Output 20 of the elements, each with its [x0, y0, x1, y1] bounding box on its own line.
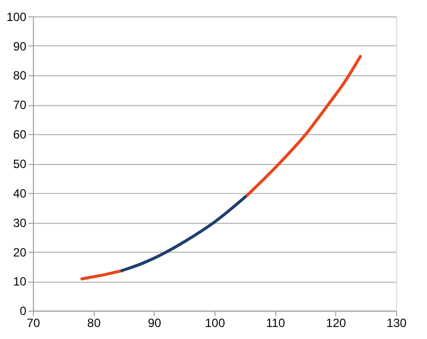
y-tick-label: 40: [13, 186, 27, 200]
y-tick-label: 70: [13, 98, 27, 112]
y-tick-label: 10: [13, 274, 27, 289]
x-tick-label: 120: [326, 316, 346, 330]
y-tick-label: 80: [13, 68, 27, 83]
x-tick-label: 70: [26, 316, 40, 330]
y-tick-label: 100: [6, 10, 27, 24]
y-tick-label: 60: [13, 128, 27, 142]
y-tick-label: 50: [13, 157, 27, 171]
y-tick-label: 90: [13, 39, 27, 54]
x-tick-label: 90: [148, 316, 162, 330]
x-tick-label: 80: [87, 316, 101, 330]
y-tick-label: 0: [20, 304, 27, 318]
line-series: [120, 194, 249, 272]
x-tick-label: 100: [205, 316, 226, 330]
y-tick-label: 30: [13, 216, 27, 230]
x-tick-label: 110: [266, 316, 286, 330]
line-series: [246, 54, 362, 197]
x-tick-label: 130: [386, 316, 407, 330]
y-tick-label: 20: [13, 245, 27, 260]
